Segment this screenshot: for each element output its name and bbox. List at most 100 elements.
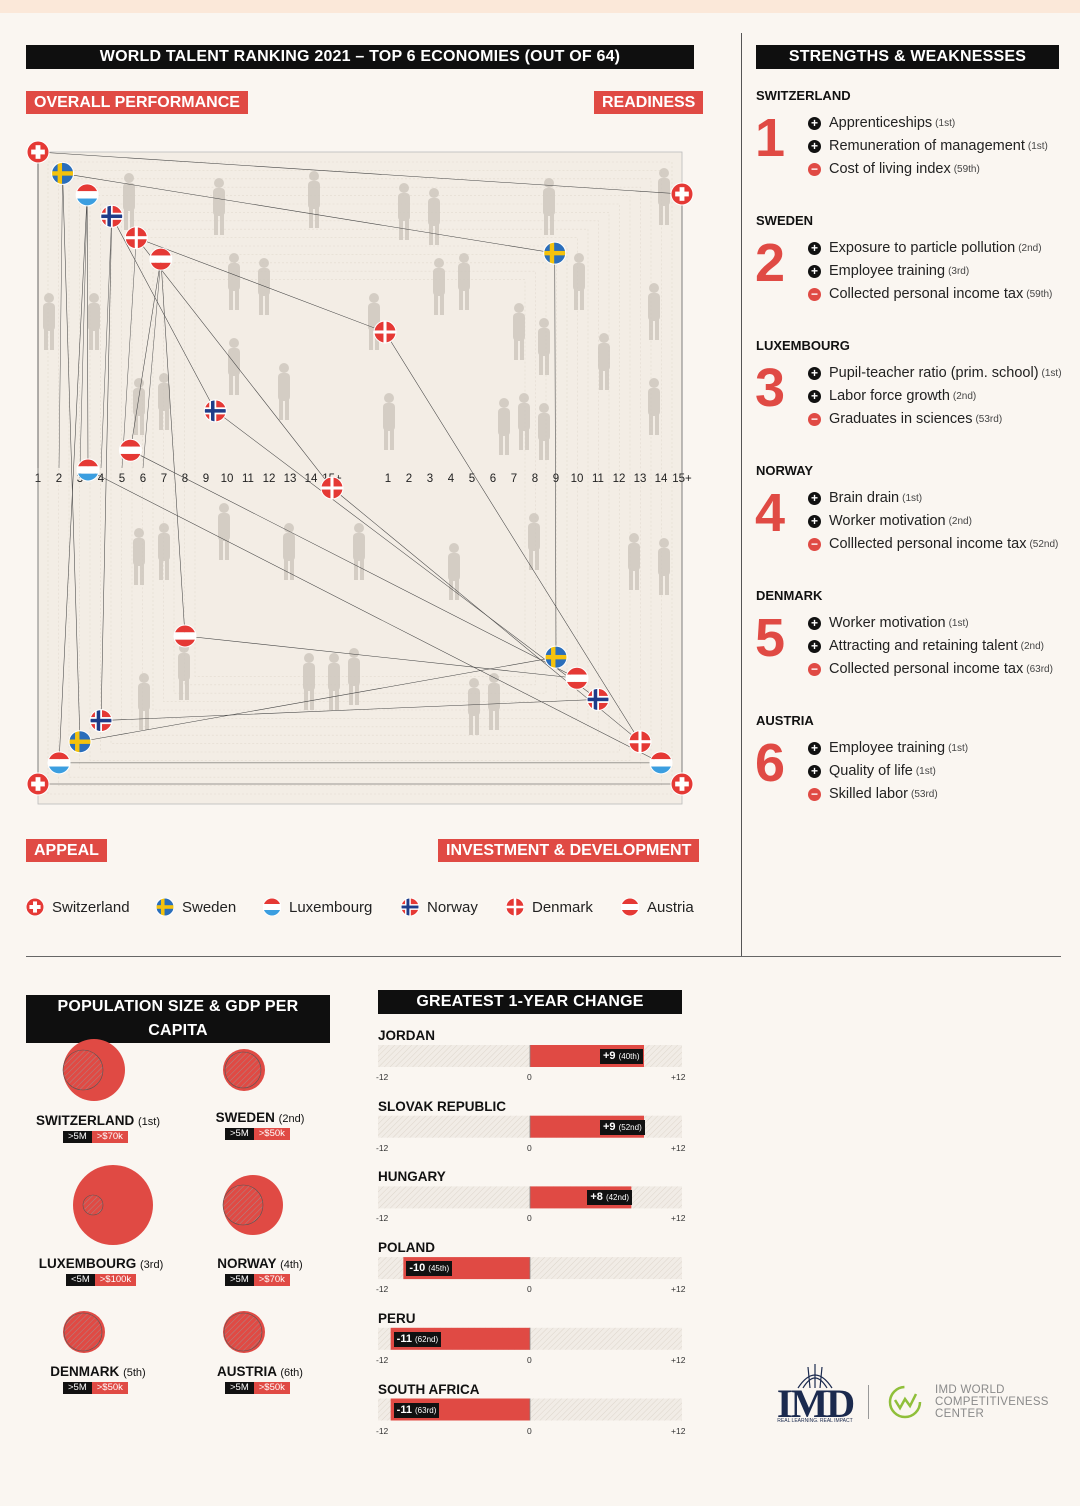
legend-label: Austria — [647, 898, 694, 916]
strength-item: + Quality of life (1st) — [808, 763, 936, 779]
marker-sweden — [544, 645, 568, 669]
pop-tags: >5M >$50k — [225, 1128, 290, 1140]
axis-label: +12 — [671, 1425, 686, 1436]
population-tag: <5M — [66, 1274, 95, 1286]
item-rank: (2nd) — [948, 515, 972, 527]
marker-luxembourg — [76, 458, 100, 482]
item-text: Colllected personal income tax — [829, 536, 1027, 552]
marker-austria — [149, 247, 173, 271]
people-silhouettes — [43, 168, 670, 735]
strength-item: + Pupil-teacher ratio (prim. school) (1st) — [808, 365, 1062, 381]
tick-label: 2 — [406, 473, 412, 485]
item-text: Collected personal income tax — [829, 286, 1024, 302]
ranking-chart: 123456789101112131415+15+141312111098765… — [26, 140, 694, 805]
strength-item: + Worker motivation (2nd) — [808, 513, 972, 529]
change-country-name: SLOVAK REPUBLIC — [378, 1098, 507, 1114]
strength-item: + Apprenticeships (1st) — [808, 115, 955, 131]
sw-rank-number: 4 — [755, 483, 786, 543]
pop-country-name: DENMARK (5th) — [28, 1364, 168, 1379]
tick-label: 13 — [284, 473, 297, 485]
population-gdp-circles — [73, 1165, 153, 1245]
pop-country-name: AUSTRIA (6th) — [190, 1364, 330, 1379]
axis-label: -12 — [376, 1142, 389, 1153]
item-rank: (1st) — [948, 742, 969, 754]
tick-label: 5 — [119, 473, 125, 485]
change-rank: (42nd) — [605, 1193, 630, 1203]
plus-icon: + — [808, 116, 821, 130]
plus-icon: + — [808, 764, 821, 778]
population-tag: >5M — [225, 1128, 254, 1140]
change-value-label: -11 (63rd) — [393, 1402, 440, 1418]
strength-item: + Labor force growth (2nd) — [808, 388, 976, 404]
pop-tags: >5M >$50k — [225, 1382, 290, 1394]
tick-label: 14 — [655, 473, 668, 485]
change-rank: (62nd) — [415, 1334, 439, 1344]
rank-label: (5th) — [123, 1367, 146, 1379]
rank-label: (4th) — [280, 1259, 303, 1271]
tick-label: 8 — [532, 473, 538, 485]
axis-label: -12 — [376, 1354, 389, 1365]
item-rank: (63rd) — [1026, 663, 1053, 675]
change-value-label: +9 (52nd) — [600, 1119, 645, 1135]
tick-label: 11 — [592, 473, 604, 485]
marker-norway — [89, 709, 113, 733]
tick-label: 2 — [56, 473, 62, 485]
rank-label: (2nd) — [278, 1113, 305, 1125]
marker-norway — [203, 399, 227, 423]
sw-country-name: AUSTRIA — [756, 713, 814, 728]
weakness-item: − Graduates in sciences (53rd) — [808, 411, 1002, 427]
population-gdp-circles — [222, 1175, 283, 1235]
tick-label: 6 — [490, 473, 496, 485]
main-chart-title: WORLD TALENT RANKING 2021 – TOP 6 ECONOM… — [26, 45, 694, 69]
item-rank: (1st) — [902, 492, 923, 504]
population-gdp-circles — [223, 1049, 265, 1091]
sw-rank-number: 6 — [755, 733, 786, 793]
item-text: Attracting and retaining talent — [829, 638, 1018, 654]
change-value: -11 — [396, 1403, 412, 1416]
item-rank: (1st) — [1041, 367, 1062, 379]
gdp-tag: >$50k — [253, 1382, 290, 1394]
sw-rank-number: 1 — [755, 108, 786, 168]
change-country-name: SOUTH AFRICA — [378, 1381, 480, 1397]
marker-norway — [100, 204, 124, 228]
strength-item: + Attracting and retaining talent (2nd) — [808, 638, 1044, 654]
plus-icon: + — [808, 616, 821, 630]
marker-austria — [173, 624, 197, 648]
axis-label: 0 — [527, 1072, 532, 1082]
item-rank: (1st) — [1027, 140, 1048, 152]
minus-icon: − — [808, 162, 821, 176]
label-appeal: APPEAL — [26, 839, 107, 862]
sw-rank-number: 5 — [755, 608, 786, 668]
imd-tagline: REAL LEARNING. REAL IMPACT — [777, 1418, 853, 1424]
switzerland-flag-icon — [26, 898, 44, 916]
change-value: -11 — [396, 1332, 412, 1345]
item-text: Labor force growth — [829, 388, 950, 404]
minus-icon: − — [808, 537, 821, 551]
legend-label: Norway — [427, 898, 478, 916]
imd-wordmark: IMD — [776, 1381, 855, 1426]
marker-luxembourg — [75, 183, 99, 207]
minus-icon: − — [808, 412, 821, 426]
gdp-tag: >$50k — [253, 1128, 290, 1140]
imd-crest-icon — [797, 1364, 833, 1389]
plus-icon: + — [808, 389, 821, 403]
item-rank: (1st) — [915, 765, 936, 777]
item-text: Brain drain — [829, 490, 900, 506]
tick-label: 3 — [77, 473, 83, 485]
marker-switzerland — [26, 140, 50, 164]
legend-item-switzerland: Switzerland — [26, 898, 130, 916]
tick-label: 9 — [203, 473, 209, 485]
pop-country-name: SWITZERLAND (1st) — [28, 1113, 168, 1128]
legend-label: Denmark — [532, 898, 593, 916]
marker-austria — [118, 438, 142, 462]
country-label: AUSTRIA — [217, 1364, 277, 1379]
tick-label: 8 — [182, 473, 188, 485]
change-title: GREATEST 1-YEAR CHANGE — [378, 990, 682, 1014]
item-text: Remuneration of management — [829, 138, 1025, 154]
change-value-label: -10 (45th) — [406, 1261, 453, 1277]
legend-item-austria: Austria — [621, 898, 694, 916]
tick-label: 5 — [469, 473, 475, 485]
item-rank: (53rd) — [975, 413, 1003, 425]
axis-label: +12 — [671, 1142, 686, 1153]
plus-icon: + — [808, 139, 821, 153]
